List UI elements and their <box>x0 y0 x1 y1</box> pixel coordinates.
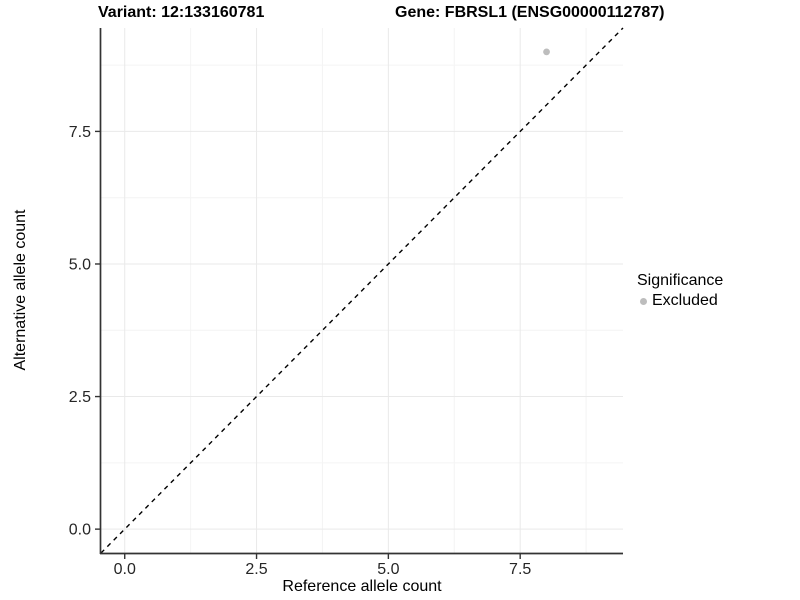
variant-title: Variant: 12:133160781 <box>98 4 265 21</box>
legend-dot-icon <box>640 297 647 305</box>
y-tick-label: 2.5 <box>69 389 91 406</box>
legend-entry-excluded: Excluded <box>640 292 723 310</box>
y-tick-label: 0.0 <box>69 522 91 539</box>
identity-reference-line <box>100 27 624 554</box>
x-tick-label: 2.5 <box>245 561 267 578</box>
x-tick-label: 0.0 <box>114 561 136 578</box>
x-tick-label: 5.0 <box>377 561 399 578</box>
gene-title: Gene: FBRSL1 (ENSG00000112787) <box>395 4 665 21</box>
data-point <box>543 48 550 56</box>
legend: Significance Excluded <box>637 272 723 310</box>
legend-entry-label: Excluded <box>652 292 718 309</box>
x-tick-label: 7.5 <box>509 561 531 578</box>
y-tick-label: 5.0 <box>69 256 91 273</box>
legend-title: Significance <box>637 272 724 289</box>
x-axis-title: Reference allele count <box>282 578 442 595</box>
y-tick-label: 7.5 <box>69 124 91 141</box>
